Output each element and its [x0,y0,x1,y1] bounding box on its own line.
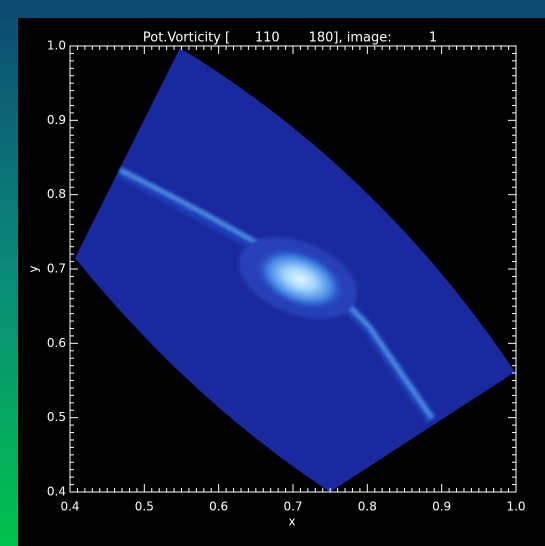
x-tick-label: 1.0 [506,500,525,514]
field-image [75,48,515,492]
y-tick-label: 0.8 [47,187,66,201]
x-tick-label: 0.6 [209,500,228,514]
y-tick-label: 0.9 [47,113,66,127]
chart-title: Pot.Vorticity [ 110 180], image: 1 [143,31,437,46]
x-tick-label: 0.9 [432,500,451,514]
vortex-core [256,248,344,310]
y-tick-label: 0.7 [47,262,66,276]
x-tick-label: 0.5 [135,500,154,514]
side-strip [0,0,18,546]
x-tick-label: 0.8 [358,500,377,514]
y-tick-label: 0.6 [47,336,66,350]
y-axis-label: y [27,265,41,272]
y-tick-label: 1.0 [47,39,66,53]
y-tick-label: 0.4 [47,485,66,499]
x-tick-label: 0.7 [283,500,302,514]
top-strip [0,0,545,18]
y-tick-label: 0.5 [47,410,66,424]
x-axis-label: x [288,515,295,529]
x-tick-label: 0.4 [60,500,79,514]
